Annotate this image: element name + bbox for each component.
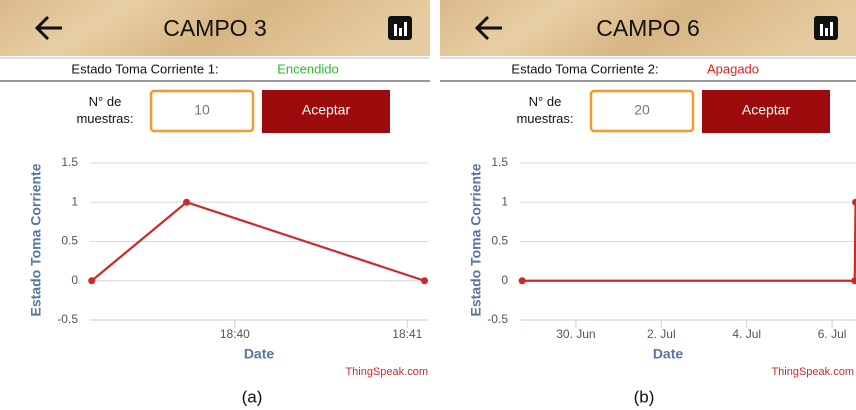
samples-label: N° de muestras: [76,94,133,126]
accept-button-text: Aceptar [302,102,351,118]
x-tick-label: 6. Jul [818,327,847,341]
data-point [851,277,856,285]
y-axis-label: Estado Toma Corriente [468,163,484,316]
credit: ThingSpeak.com [345,366,428,378]
y-tick-label: 0 [71,273,78,287]
x-tick-label: 2. Jul [647,327,676,341]
chart-icon-bar [399,28,402,36]
data-point [518,277,526,285]
samples-input-text: 10 [194,102,210,118]
y-tick-label: 1 [501,194,508,208]
accept-button[interactable] [702,90,830,133]
status-label: Estado Toma Corriente 1: [71,61,218,76]
credit: ThingSpeak.com [771,366,854,378]
caption: (a) [242,387,263,406]
y-tick-label: 0.5 [61,234,78,248]
accept-button-text: Aceptar [742,102,791,118]
x-axis-label: Date [244,346,275,362]
chart-icon-bar [404,22,407,36]
header-bar [0,0,430,56]
x-tick-label: 4. Jul [732,327,761,341]
back-button[interactable] [474,15,502,41]
header-title: CAMPO 3 [163,15,267,41]
accept-button[interactable] [262,90,390,133]
data-point [88,277,96,285]
y-tick-label: 0.5 [491,234,508,248]
samples-input[interactable] [589,89,695,133]
y-axis-label: Estado Toma Corriente [28,163,44,316]
y-tick-label: 0 [501,273,508,287]
data-point [421,277,429,285]
data-point [852,198,856,206]
header-title: CAMPO 6 [596,15,700,41]
y-tick-label: 1.5 [61,155,78,169]
y-tick-label: -0.5 [487,312,508,326]
samples-input-text: 20 [634,102,650,118]
back-button[interactable] [34,15,62,41]
status-value: Encendido [277,61,338,76]
chart-icon-bar [394,24,397,36]
chart-icon-bar [830,22,833,36]
status-value: Apagado [707,61,759,76]
x-tick-label: 18:41 [392,327,422,341]
x-axis-label: Date [653,346,684,362]
y-tick-label: 1 [71,194,78,208]
y-tick-label: 1.5 [491,155,508,169]
x-tick-label: 30. Jun [556,327,595,341]
status-label: Estado Toma Corriente 2: [511,61,658,76]
chart-icon-bar [825,28,828,36]
header-bar [440,0,856,56]
x-tick-label: 18:40 [220,327,250,341]
samples-input[interactable] [149,89,255,133]
y-tick-label: -0.5 [57,312,78,326]
chart-icon-bar [820,24,823,36]
data-point [183,198,191,206]
caption: (b) [634,387,655,406]
samples-label: N° de muestras: [516,94,573,126]
